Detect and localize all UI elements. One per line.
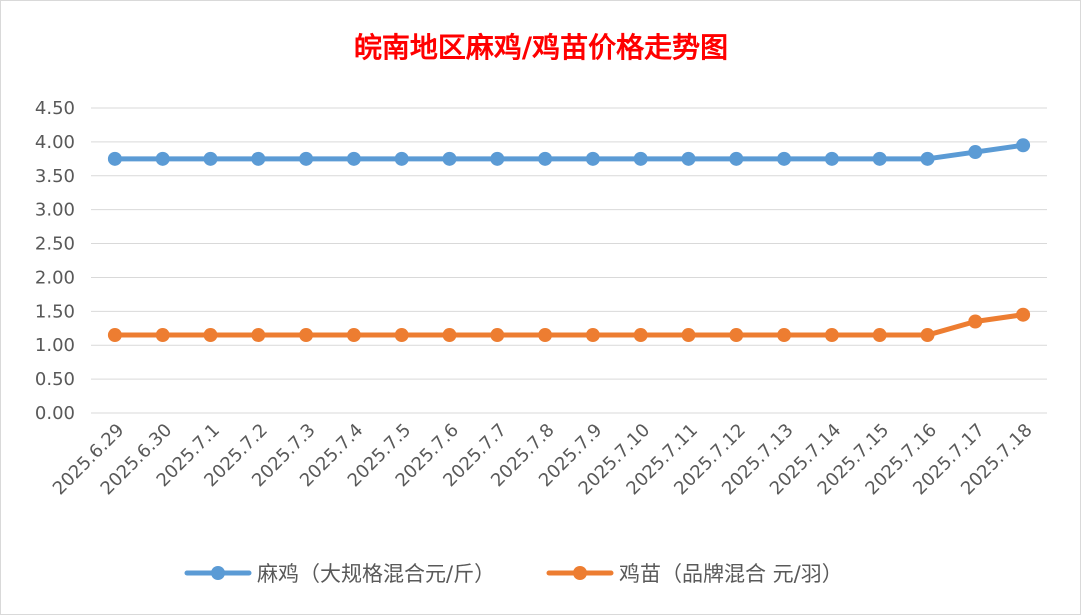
data-point xyxy=(155,151,170,166)
data-point xyxy=(872,328,887,343)
data-point xyxy=(872,151,887,166)
data-point xyxy=(490,151,505,166)
data-point xyxy=(681,151,696,166)
y-tick-label: 2.50 xyxy=(35,234,75,255)
legend-swatch-marker xyxy=(211,566,225,580)
y-tick-label: 0.50 xyxy=(35,369,75,390)
data-point xyxy=(633,328,648,343)
series-2 xyxy=(107,307,1031,343)
data-point xyxy=(824,328,839,343)
series-line xyxy=(112,312,1026,338)
data-point xyxy=(585,328,600,343)
data-point xyxy=(346,151,361,166)
data-point xyxy=(394,151,409,166)
y-tick-label: 3.50 xyxy=(35,166,75,187)
data-point xyxy=(824,151,839,166)
legend-item[interactable]: 鸡苗（品牌混合 元/羽） xyxy=(546,562,843,586)
y-tick-label: 2.00 xyxy=(35,267,75,288)
y-tick-label: 1.00 xyxy=(35,335,75,356)
data-point xyxy=(251,151,266,166)
y-axis-ticks: 0.00 0.50 1.00 1.50 2.00 2.50 3.00 3.50 4.00 4.50 xyxy=(35,98,75,424)
data-point xyxy=(394,328,409,343)
series-layer xyxy=(107,138,1031,343)
data-point xyxy=(1016,307,1031,322)
x-axis-ticks: 2025.6.292025.6.302025.7.12025.7.22025.7… xyxy=(49,420,1037,500)
data-point xyxy=(538,151,553,166)
data-point xyxy=(107,151,122,166)
legend-swatch-marker xyxy=(573,566,587,580)
data-point xyxy=(299,328,314,343)
legend[interactable]: 麻鸡（大规格混合元/斤） 鸡苗（品牌混合 元/羽） xyxy=(184,562,843,586)
legend-item[interactable]: 麻鸡（大规格混合元/斤） xyxy=(184,562,495,586)
data-point xyxy=(968,145,983,160)
data-point xyxy=(777,151,792,166)
data-point xyxy=(920,151,935,166)
data-point xyxy=(299,151,314,166)
data-point xyxy=(585,151,600,166)
data-point xyxy=(681,328,696,343)
chart-title: 皖南地区麻鸡/鸡苗价格走势图 xyxy=(354,31,728,64)
data-point xyxy=(155,328,170,343)
data-point xyxy=(442,151,457,166)
y-tick-label: 0.00 xyxy=(35,403,75,424)
y-tick-label: 4.50 xyxy=(35,98,75,119)
data-point xyxy=(538,328,553,343)
series-1 xyxy=(107,138,1031,166)
legend-label: 鸡苗（品牌混合 元/羽） xyxy=(619,562,843,586)
data-point xyxy=(729,151,744,166)
data-point xyxy=(107,328,122,343)
data-point xyxy=(346,328,361,343)
data-point xyxy=(729,328,744,343)
data-point xyxy=(203,151,218,166)
series-line xyxy=(112,142,1026,162)
data-point xyxy=(920,328,935,343)
data-point xyxy=(777,328,792,343)
data-point xyxy=(203,328,218,343)
data-point xyxy=(251,328,266,343)
y-tick-label: 4.00 xyxy=(35,132,75,153)
y-tick-label: 1.50 xyxy=(35,301,75,322)
legend-label: 麻鸡（大规格混合元/斤） xyxy=(257,562,495,586)
data-point xyxy=(633,151,648,166)
data-point xyxy=(442,328,457,343)
data-point xyxy=(490,328,505,343)
data-point xyxy=(1016,138,1031,153)
y-tick-label: 3.00 xyxy=(35,200,75,221)
data-point xyxy=(968,314,983,329)
grid-lines xyxy=(91,107,1047,414)
